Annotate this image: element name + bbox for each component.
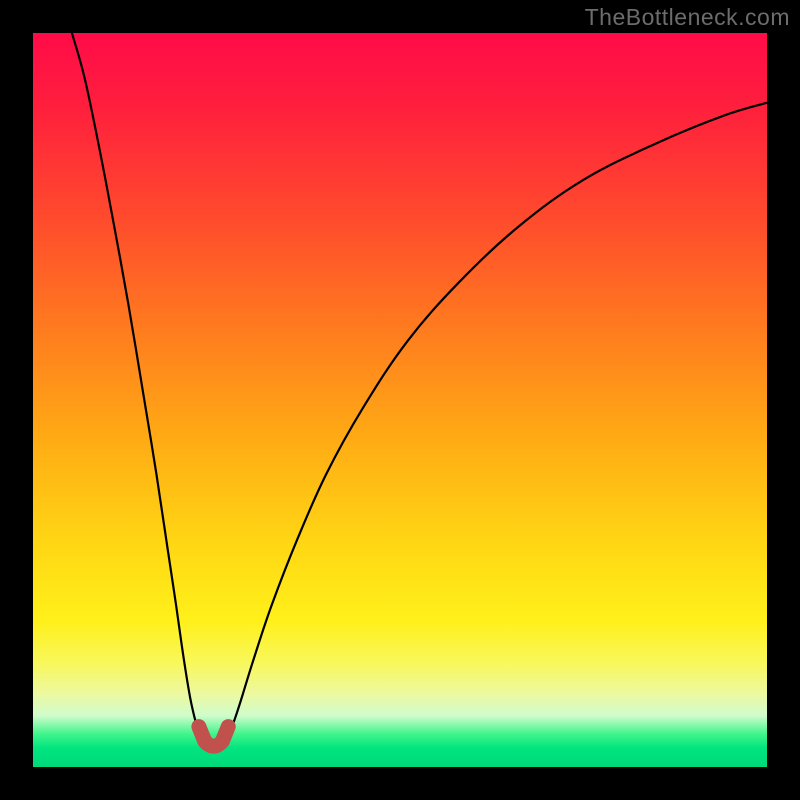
chart-stage: TheBottleneck.com	[0, 0, 800, 800]
bottleneck-chart	[0, 0, 800, 800]
watermark-text: TheBottleneck.com	[585, 4, 790, 31]
